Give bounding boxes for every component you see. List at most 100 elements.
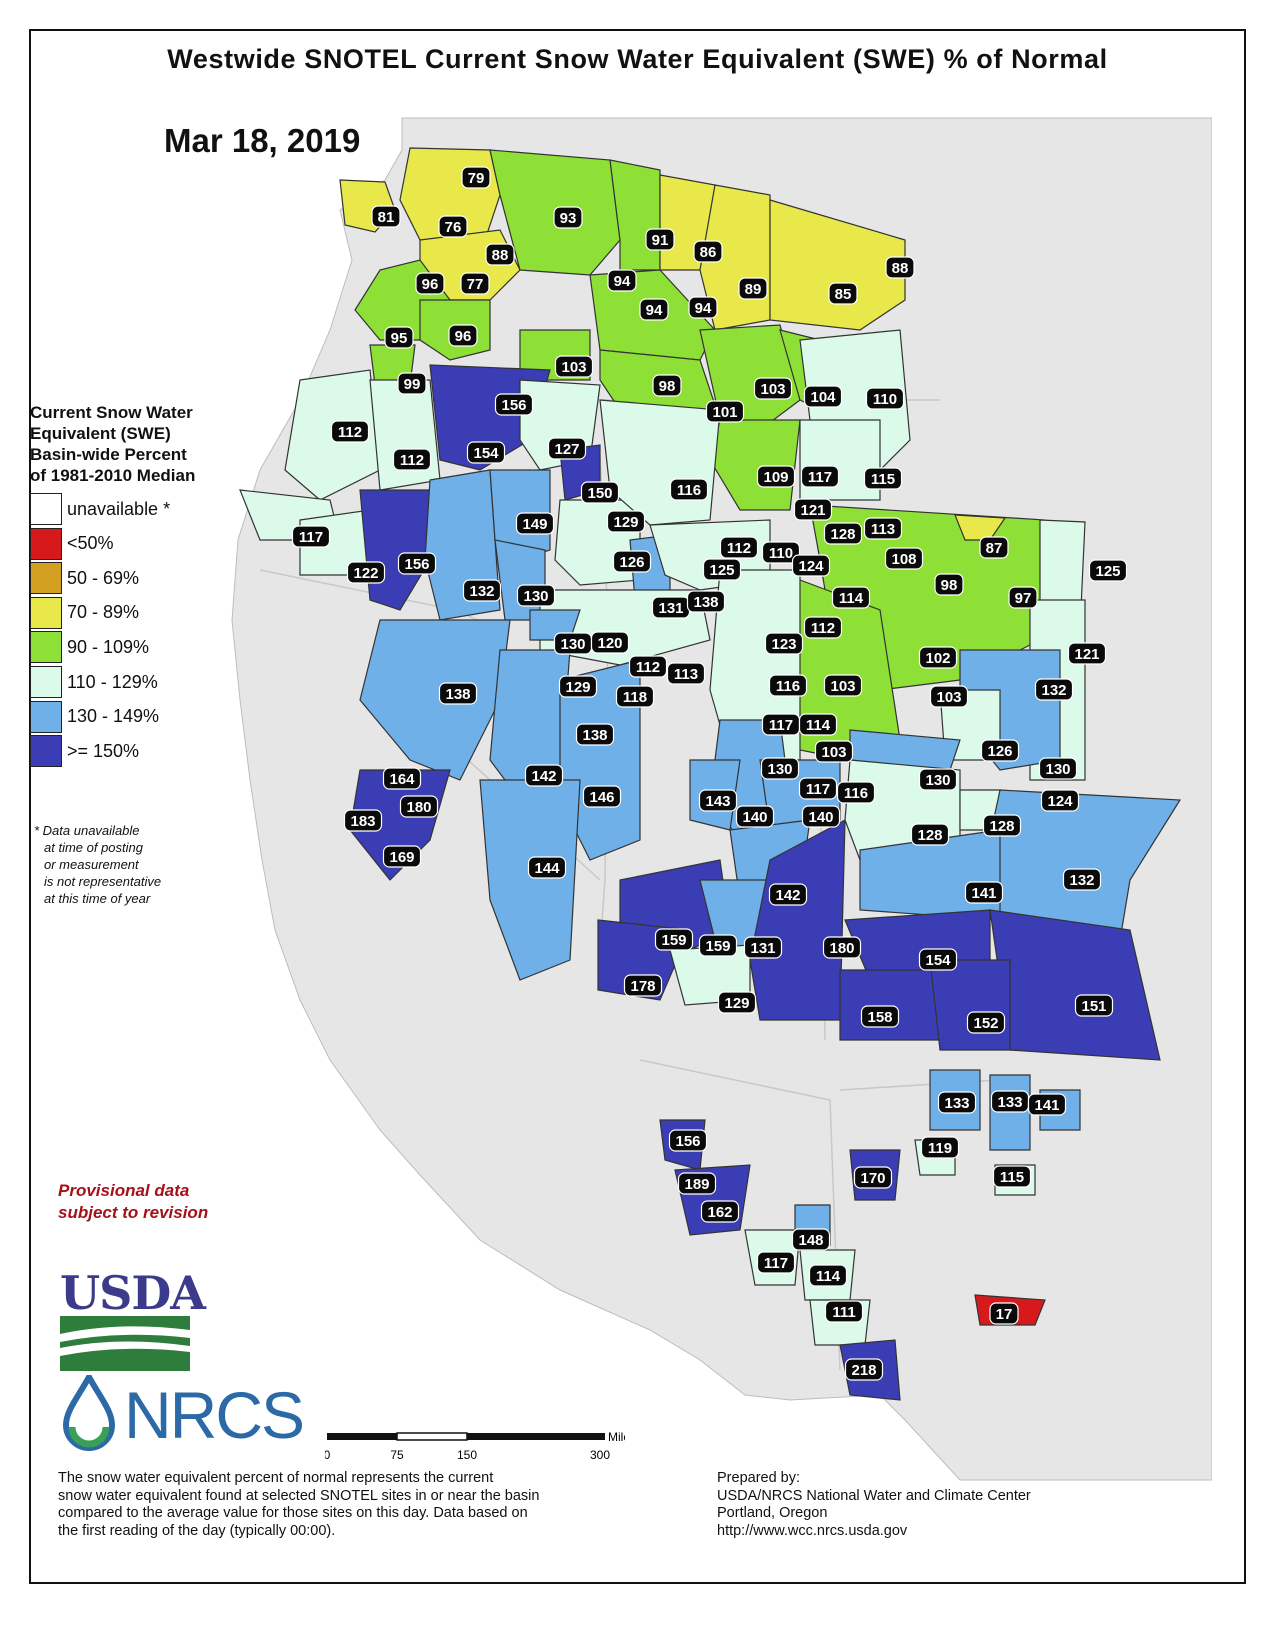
basin-label-box [524, 764, 564, 787]
basin-label-box [698, 934, 738, 957]
basin-label-box [753, 377, 793, 400]
basin-value-label: 97 [1015, 590, 1032, 607]
nrcs-logo-text: NRCS [124, 1378, 305, 1452]
basin-label-box [494, 393, 534, 416]
basin-value-label: 128 [830, 526, 855, 543]
basin-value-label: 91 [652, 232, 669, 249]
basin-value-label: 113 [674, 666, 698, 683]
basin-label-box [793, 498, 833, 521]
basin-label-box [547, 437, 587, 460]
basin-value-label: 94 [695, 300, 712, 317]
basin-label-box [1062, 868, 1102, 891]
basin-label-box [705, 400, 745, 423]
basin-value-label: 81 [378, 209, 395, 226]
legend-label: unavailable * [67, 498, 171, 519]
description-line: snow water equivalent found at selected … [58, 1487, 540, 1504]
basin-label-box [761, 541, 801, 564]
basin-label-box [844, 1358, 884, 1381]
legend-label: >= 150% [67, 740, 140, 761]
map-title: Westwide SNOTEL Current Snow Water Equiv… [167, 44, 1108, 74]
basin-label-box [1008, 586, 1038, 609]
legend-item: 50 - 69% [30, 562, 140, 595]
basin-label-box [920, 1136, 960, 1159]
provisional-note: Provisional data subject to revision [58, 1180, 208, 1224]
legend-label: 90 - 109% [67, 636, 150, 657]
basin-label-box [558, 675, 598, 698]
basin-label-box [382, 845, 422, 868]
basin-label-box [607, 269, 637, 292]
basin-label-box [654, 928, 694, 951]
scale-unit-label: Miles [608, 1431, 625, 1444]
basin-value-label: 113 [871, 521, 895, 538]
basin-value-label: 114 [806, 717, 831, 734]
basin-value-label: 88 [492, 247, 509, 264]
basin-value-label: 116 [844, 785, 868, 802]
basin-value-label: 154 [473, 445, 499, 462]
legend-title-line: Basin-wide Percent [30, 445, 187, 464]
basin-label-box [828, 282, 858, 305]
basin-label-box [397, 372, 427, 395]
basin-label-box [717, 991, 757, 1014]
basin-value-label: 126 [987, 743, 1012, 760]
basin-label-box [461, 166, 491, 189]
scale-tick-label: 300 [590, 1448, 610, 1462]
basin-value-label: 94 [614, 273, 631, 290]
provisional-line: subject to revision [58, 1203, 209, 1222]
basin-label-box [438, 215, 468, 238]
description-line: the first reading of the day (typically … [58, 1522, 336, 1539]
basin-label-box [628, 655, 668, 678]
basin-value-label: 132 [469, 583, 494, 600]
basin-value-label: 156 [501, 397, 526, 414]
usda-logo-text: USDA [60, 1266, 206, 1320]
basin-label-box [863, 517, 903, 540]
basin-label-box [645, 228, 675, 251]
basin-value-label: 133 [997, 1094, 1022, 1111]
legend-label: 70 - 89% [67, 602, 140, 623]
basin-value-label: 131 [658, 600, 683, 617]
basin-label-box [966, 1011, 1006, 1034]
basin-label-box [700, 1200, 740, 1223]
basin-label-box [686, 590, 726, 613]
basin-value-label: 159 [705, 938, 730, 955]
basin-value-label: 98 [659, 378, 676, 395]
basin-value-label: 124 [798, 558, 824, 575]
basin-value-label: 99 [404, 376, 421, 393]
basin-value-label: 138 [582, 727, 607, 744]
basin-value-label: 124 [1047, 793, 1073, 810]
basin-value-label: 149 [522, 516, 547, 533]
basin-value-label: 130 [523, 588, 548, 605]
basin-value-label: 129 [565, 679, 590, 696]
footnote-line: is not representative [44, 874, 162, 889]
basin-value-label: 77 [467, 276, 484, 293]
basin-value-label: 117 [808, 469, 832, 486]
basin-label-box [582, 785, 622, 808]
basin-label-box [918, 948, 958, 971]
basin-label-box [791, 1228, 831, 1251]
usda-logo: USDA [60, 1266, 206, 1376]
basin-value-label: 141 [971, 885, 996, 902]
basin-label-box [382, 767, 422, 790]
basin-value-label: 96 [455, 328, 472, 345]
basin-label-box [668, 1129, 708, 1152]
footnote-line: at time of posting [44, 840, 143, 855]
basin-label-box [397, 552, 437, 575]
basin-label-box [934, 573, 964, 596]
description-text: The snow water equivalent percent of nor… [58, 1470, 539, 1540]
basin-value-label: 143 [705, 793, 730, 810]
prepared-by-line: Portland, Oregon [717, 1505, 828, 1521]
legend-item: 90 - 109% [30, 631, 150, 664]
basin-label-box [575, 723, 615, 746]
scale-tick-label: 0 [325, 1448, 331, 1462]
basin-label-box [1027, 1093, 1067, 1116]
legend-swatch [30, 735, 62, 768]
basin-value-label: 103 [561, 359, 586, 376]
basin-label-box [979, 536, 1009, 559]
basin-value-label: 121 [800, 502, 825, 519]
basin-label-box [346, 561, 386, 584]
footnote-line: at this time of year [44, 891, 151, 906]
map-date: Mar 18, 2019 [164, 122, 361, 159]
legend-label: 50 - 69% [67, 567, 140, 588]
basin-value-label: 87 [986, 540, 1003, 557]
basin-label-box [612, 550, 652, 573]
basin-value-label: 131 [750, 940, 775, 957]
